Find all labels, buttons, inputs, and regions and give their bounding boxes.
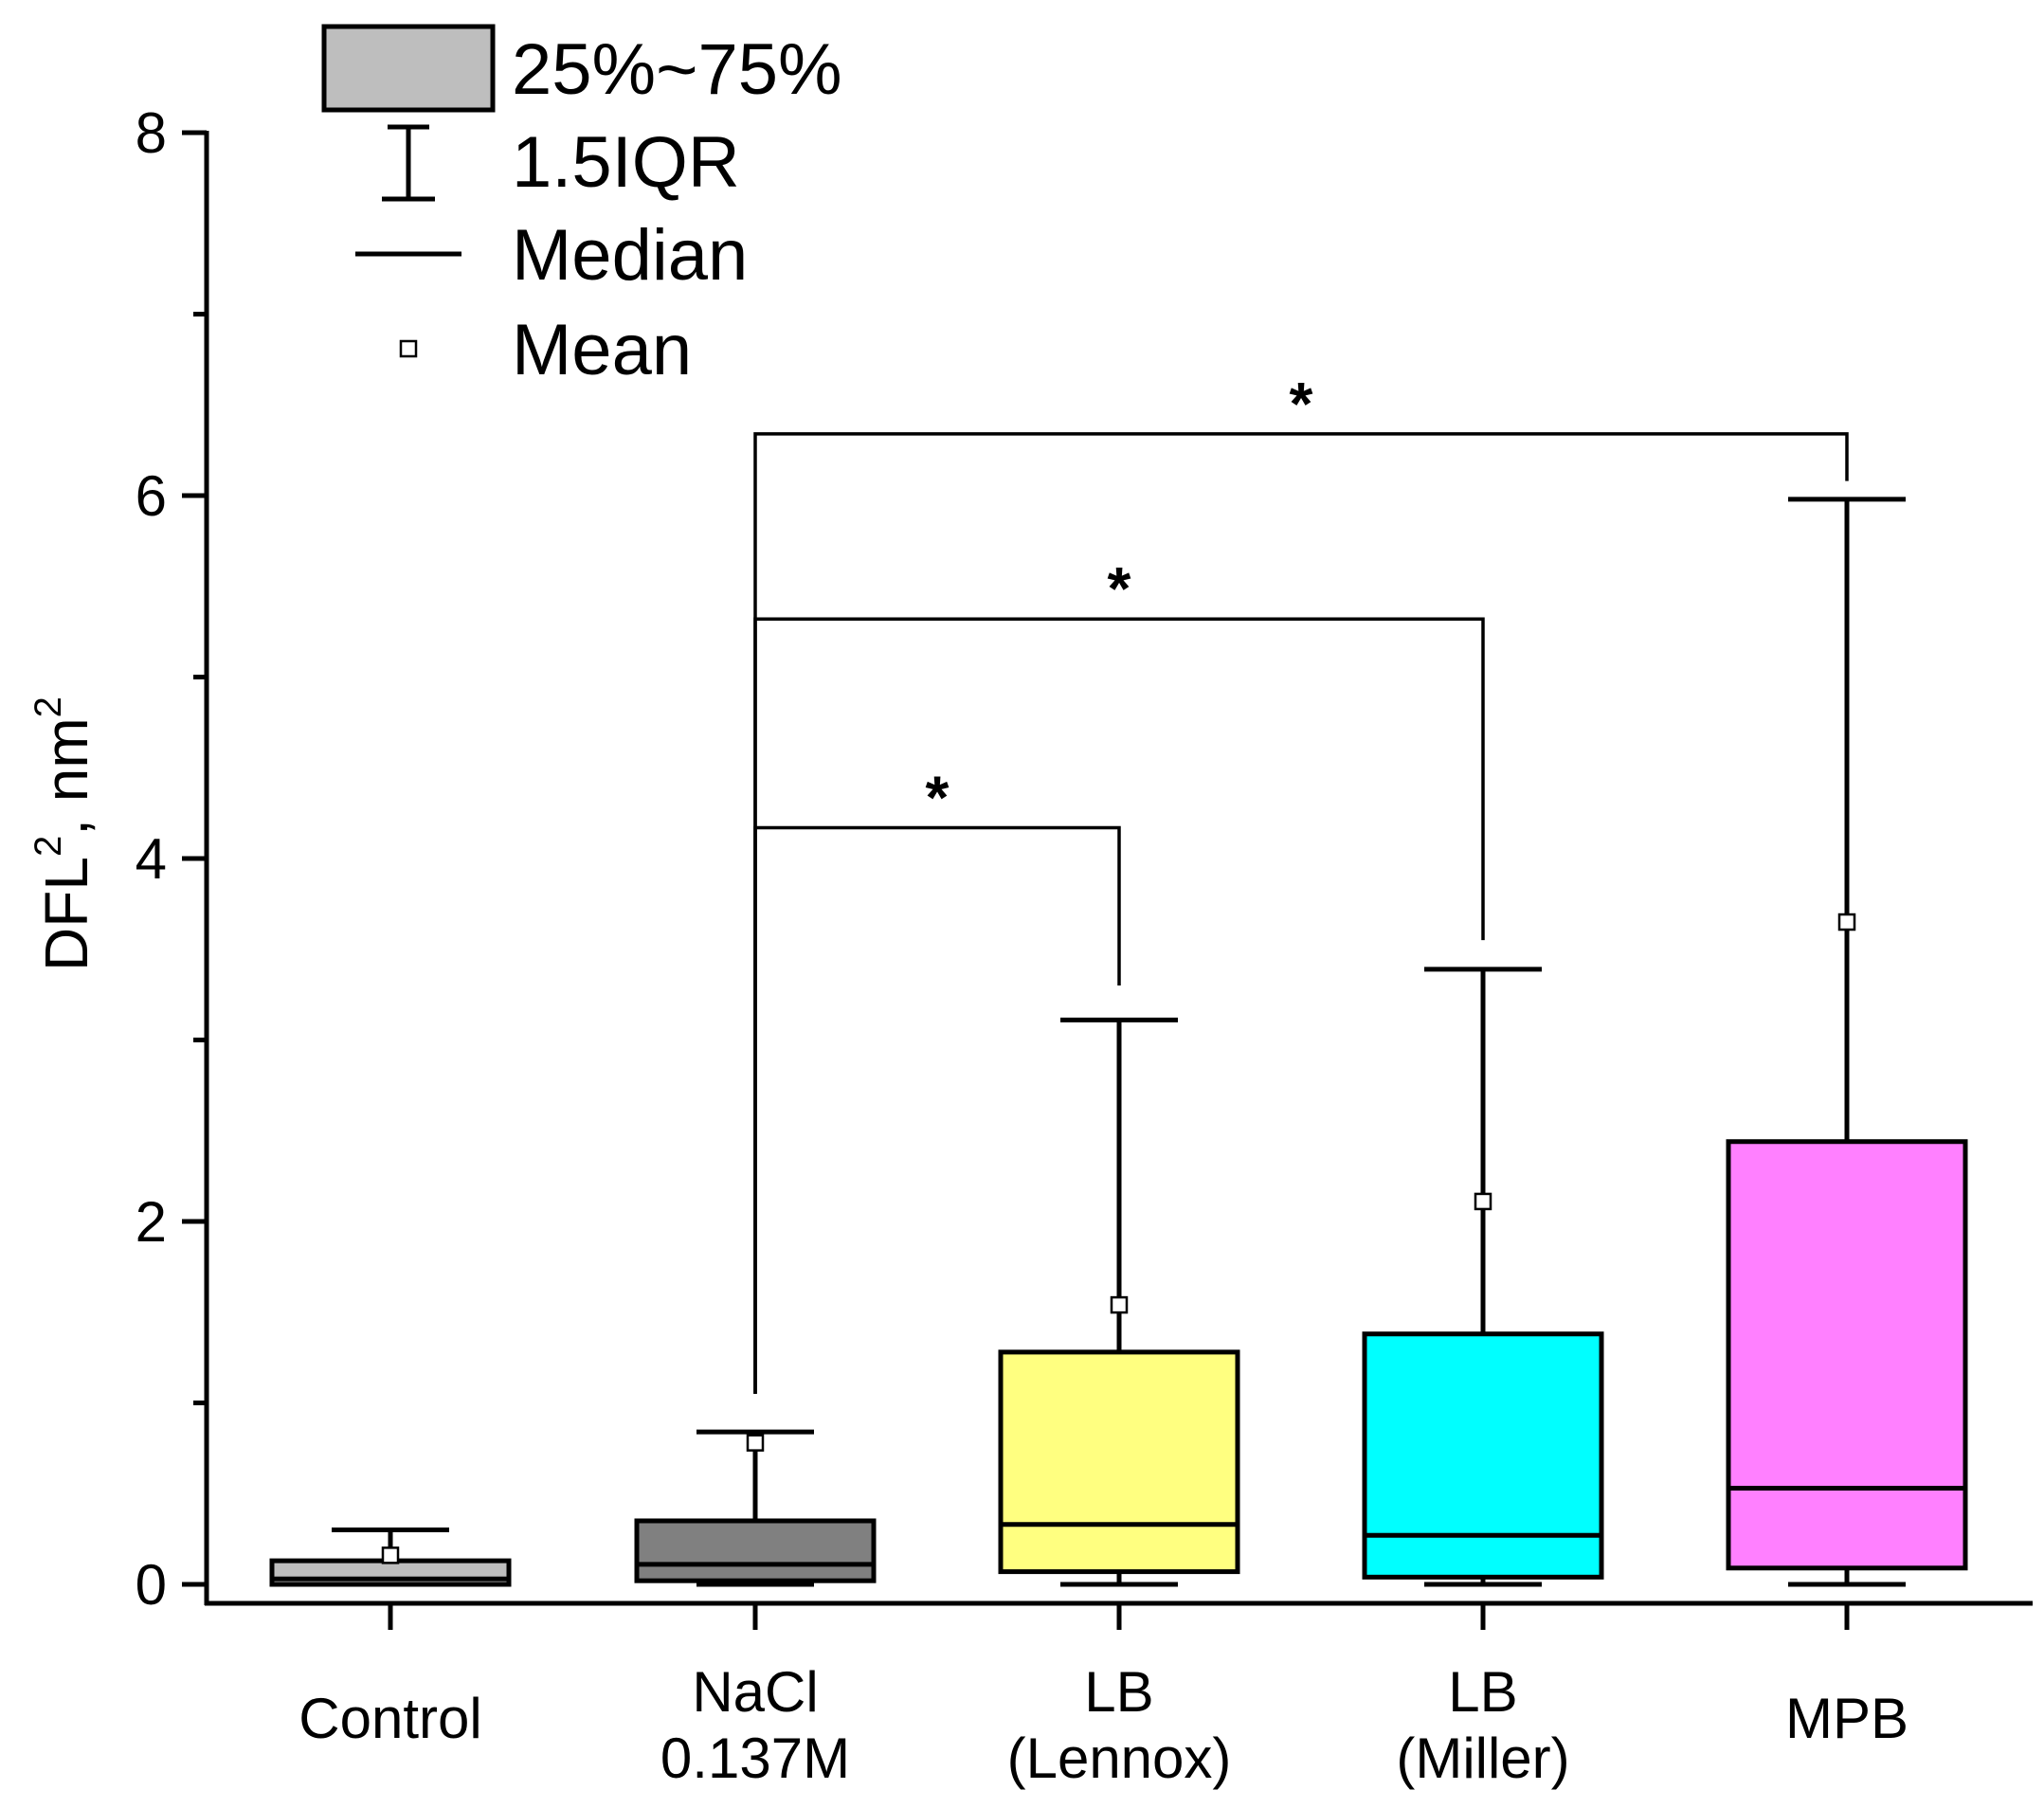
legend-label: Mean [512,310,692,390]
y-axis-label: DFL2, nm2 [27,696,100,971]
y-axis-label-unit: , nm [32,717,100,835]
iqr-box [998,1349,1240,1575]
legend-item-whisker: 1.5IQR [382,122,740,203]
y-tick-label: 2 [136,1190,167,1254]
bracket-line [753,432,1849,1394]
legend-item-median: Median [355,215,748,296]
y-tick-label: 6 [136,464,167,528]
legend-item-box: 25%~75% [321,24,842,113]
iqr-box [1362,1331,1604,1580]
box-2 [634,1429,877,1587]
legend-box-swatch [321,24,496,113]
y-axis-label-superscript: 2 [27,836,69,857]
bracket-line [753,825,1121,1394]
mean-marker [1837,913,1856,931]
y-axis-label-unit-superscript: 2 [27,696,69,717]
category-label: 0.137M [660,1727,850,1790]
significance-brackets: * * * [753,370,1849,1394]
significance-star: * [926,763,950,831]
category-label: MPB [1785,1687,1908,1750]
mean-marker [1110,1295,1129,1314]
y-axis-label-text: DFL2, nm2 [27,696,100,971]
iqr-box [634,1518,877,1583]
significance-star: * [1290,370,1313,438]
box-4 [1362,967,1604,1587]
category-label: Control [298,1687,481,1750]
category-label: (Lennox) [1007,1727,1232,1790]
y-tick-label: 8 [136,101,167,165]
legend-label: 1.5IQR [512,122,740,203]
mean-marker [1474,1192,1492,1211]
iqr-box [1726,1139,1968,1571]
boxes [269,497,1968,1587]
category-label: LB [1448,1660,1517,1724]
legend-item-mean: Mean [399,310,692,390]
y-tick-label: 4 [136,827,167,891]
legend-label: Median [512,215,748,296]
significance-bracket-3: * [753,370,1849,1394]
box-5 [1726,497,1968,1587]
mean-marker [381,1546,400,1564]
category-label: (Miller) [1396,1727,1569,1790]
box-3 [998,1017,1240,1587]
legend: 25%~75% 1.5IQR Median Mean [321,24,842,390]
y-tick-label: 0 [136,1553,167,1617]
significance-star: * [1108,554,1131,623]
legend-mean-marker [399,339,418,358]
legend-label: 25%~75% [512,29,842,110]
box-1 [269,1528,512,1587]
mean-marker [746,1434,765,1452]
category-label: NaCl [692,1660,818,1724]
category-label: LB [1084,1660,1153,1724]
axes: 0 2 4 6 8 [136,101,2033,1630]
significance-bracket-1: * [753,763,1121,1394]
